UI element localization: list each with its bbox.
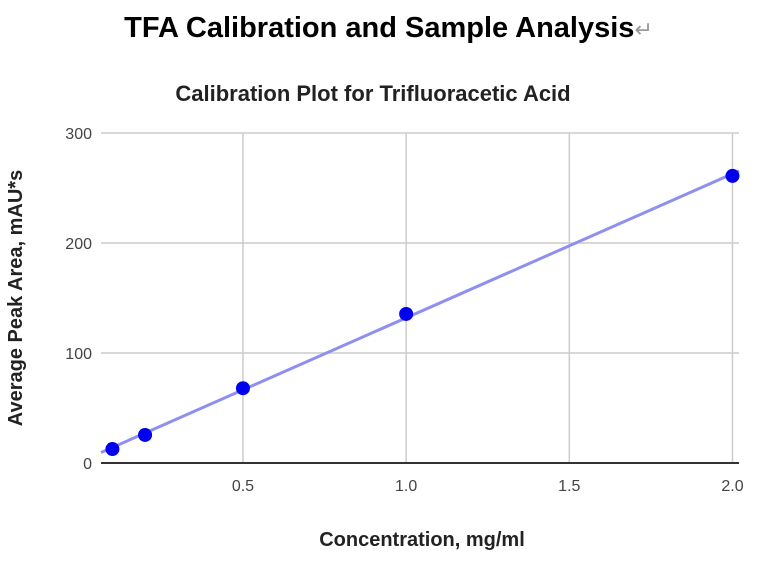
data-point xyxy=(399,306,414,321)
grid xyxy=(101,132,739,464)
y-tick-label: 100 xyxy=(65,346,92,363)
y-axis-label: Average Peak Area, mAU*s xyxy=(5,170,27,426)
y-tick-label: 0 xyxy=(83,456,92,473)
data-point xyxy=(725,168,740,183)
data-point xyxy=(235,381,250,396)
data-points xyxy=(105,168,740,457)
x-tick-label: 2.0 xyxy=(721,478,743,495)
tick-labels: 0 100 200 300 0.5 1.0 1.5 2.0 xyxy=(65,126,743,495)
document-title: TFA Calibration and Sample Analysis↵ xyxy=(0,12,777,45)
x-axis-label: Concentration, mg/ml xyxy=(319,529,525,551)
data-point xyxy=(105,442,120,457)
return-mark: ↵ xyxy=(634,17,653,42)
x-tick-label: 0.5 xyxy=(232,478,254,495)
trendline xyxy=(100,169,740,454)
data-point xyxy=(138,427,153,442)
chart-title: Calibration Plot for Trifluoracetic Acid xyxy=(175,81,570,106)
y-tick-label: 300 xyxy=(65,126,92,143)
y-tick-label: 200 xyxy=(65,236,92,253)
document-title-text: TFA Calibration and Sample Analysis xyxy=(124,12,635,44)
x-tick-label: 1.0 xyxy=(395,478,417,495)
x-tick-label: 1.5 xyxy=(558,478,580,495)
